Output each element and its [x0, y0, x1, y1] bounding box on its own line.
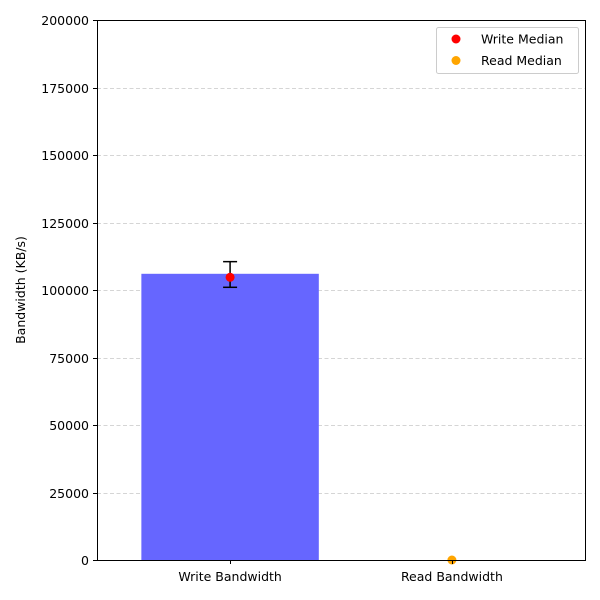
legend: Write Median Read Median: [436, 27, 579, 74]
legend-label-write-median: Write Median: [481, 32, 563, 47]
legend-label-read-median: Read Median: [481, 53, 562, 68]
y-tick-label: 75000: [49, 351, 89, 366]
y-tick-label: 50000: [49, 418, 89, 433]
y-tick-label: 150000: [41, 148, 89, 163]
legend-marker-write-median: [451, 34, 461, 44]
y-tick-label: 100000: [41, 283, 89, 298]
x-tick-label-write-bandwidth: Write Bandwidth: [178, 569, 282, 584]
plot-frame: [97, 20, 586, 561]
bar-write-bandwidth: [141, 273, 319, 560]
y-tick-label: 125000: [41, 216, 89, 231]
x-axis-ticks: Write Bandwidth Read Bandwidth: [178, 560, 503, 584]
bars: [141, 273, 319, 560]
y-axis-ticks: 0 25000 50000 75000 100000 125000 150000 175000…: [41, 13, 97, 568]
y-tick-label: 0: [81, 553, 89, 568]
median-point-write-median: [225, 272, 235, 282]
x-tick-label-read-bandwidth: Read Bandwidth: [401, 569, 503, 584]
y-tick-label: 175000: [41, 81, 89, 96]
legend-marker-read-median: [451, 56, 461, 65]
y-tick-label: 25000: [49, 486, 89, 501]
legend-frame: [436, 27, 579, 74]
y-tick-label: 200000: [41, 13, 89, 28]
y-axis-label: Bandwidth (KB/s): [13, 236, 28, 344]
